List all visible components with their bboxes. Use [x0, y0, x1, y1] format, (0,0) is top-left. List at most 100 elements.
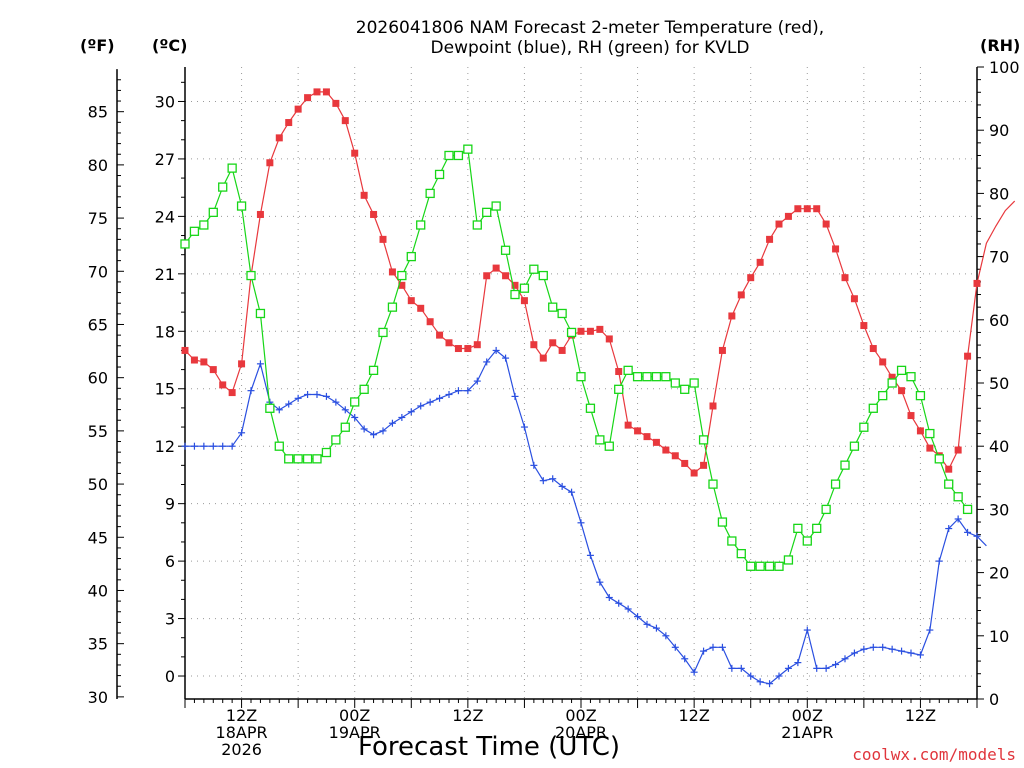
temperature-point [850, 295, 858, 303]
temperature-point [624, 421, 632, 429]
dewpoint-point [737, 664, 745, 672]
fahrenheit-tick-label: 40 [88, 581, 108, 600]
celsius-tick-label: 12 [155, 437, 175, 456]
credit-link[interactable]: coolwx.com/models [852, 745, 1016, 764]
dewpoint-point [247, 387, 255, 395]
dewpoint-point [445, 390, 453, 398]
temperature-point [360, 191, 368, 199]
rh-point [350, 397, 360, 407]
dewpoint-line [185, 349, 987, 685]
rh-point [896, 365, 907, 376]
temperature-point [436, 331, 444, 339]
x-axis-title: Forecast Time (UTC) [358, 732, 621, 762]
dewpoint-point [351, 413, 359, 421]
rh-point [227, 163, 237, 173]
rh-point [378, 327, 388, 338]
temperature-point [652, 438, 660, 446]
temperature-point [520, 297, 528, 305]
dewpoint-point [379, 427, 387, 435]
fahrenheit-tick-label: 65 [88, 315, 108, 334]
rh-point [312, 454, 322, 464]
rh-point [576, 372, 586, 382]
rh-point [595, 435, 605, 445]
temperature-point [322, 88, 330, 96]
dewpoint-point [568, 488, 576, 496]
temperature-point [181, 346, 189, 354]
temperature-point [718, 346, 726, 354]
rh-point [472, 220, 482, 230]
temperature-point [869, 345, 877, 353]
rh-tick-label: 90 [989, 121, 1009, 140]
rh-point [614, 384, 624, 394]
rh-tick-label: 40 [989, 437, 1009, 456]
rh-point [491, 201, 501, 211]
temperature-point [756, 258, 764, 266]
dewpoint-point [766, 680, 774, 688]
dewpoint-point [502, 354, 510, 362]
rh-point [359, 384, 369, 394]
rh-tick-label: 50 [989, 374, 1009, 393]
rh-point [453, 150, 464, 161]
dewpoint-point [398, 413, 406, 421]
rh-point [246, 270, 256, 281]
dewpoint-point [417, 402, 425, 410]
dewpoint-point [313, 390, 321, 398]
celsius-tick-label: 21 [155, 265, 175, 284]
temperature-point [304, 94, 312, 102]
dewpoint-point [539, 477, 547, 485]
rh-line [184, 148, 969, 567]
series-group [180, 88, 1016, 688]
temperature-point [473, 341, 481, 349]
rh-point [180, 239, 190, 249]
rh-point [444, 150, 454, 161]
temperature-point [209, 366, 217, 374]
rh-point [793, 523, 803, 534]
rh-point [708, 479, 718, 489]
rh-point [906, 372, 916, 382]
dewpoint-point [700, 647, 708, 655]
dewpoint-point [256, 360, 264, 368]
fahrenheit-tick-label: 85 [88, 103, 108, 122]
temperature-point [945, 465, 953, 473]
temperature-point [822, 220, 830, 228]
temperature-point [681, 459, 689, 467]
time-tick-label: 12Z [678, 706, 709, 725]
rh-point [746, 561, 756, 571]
fahrenheit-tick-label: 60 [88, 369, 108, 388]
dewpoint-point [643, 620, 651, 628]
temperature-point [700, 461, 708, 469]
fahrenheit-tick-label: 50 [88, 475, 108, 494]
temperature-point [190, 356, 198, 364]
dewpoint-point [964, 528, 972, 536]
rh-point [783, 555, 794, 565]
dewpoint-point [473, 377, 481, 385]
dewpoint-point [718, 643, 726, 651]
temperature-point [596, 325, 604, 333]
temperature-point [784, 212, 792, 220]
rh-point [566, 327, 577, 338]
dewpoint-point [596, 578, 604, 586]
rh-point [265, 403, 275, 413]
time-tick-label: 20APR [555, 723, 607, 742]
rh-point [604, 441, 614, 451]
temperature-point [954, 446, 962, 454]
dewpoint-point [662, 632, 670, 640]
dewpoint-point [898, 647, 906, 655]
rh-point [538, 270, 548, 281]
fahrenheit-tick-label: 75 [88, 209, 108, 228]
temperature-point [407, 297, 415, 305]
celsius-tick-label: 24 [155, 207, 175, 226]
dewpoint-point [436, 394, 444, 402]
rh-point [689, 378, 699, 388]
dewpoint-point [803, 626, 811, 634]
dewpoint-point [454, 387, 462, 395]
temperature-point [370, 210, 378, 218]
rh-point [727, 536, 737, 546]
rh-point [519, 283, 530, 293]
rh-point [189, 226, 200, 236]
temperature-point [671, 452, 679, 460]
dewpoint-point [483, 358, 491, 366]
rh-point [274, 441, 284, 451]
temperature-point [775, 220, 783, 228]
